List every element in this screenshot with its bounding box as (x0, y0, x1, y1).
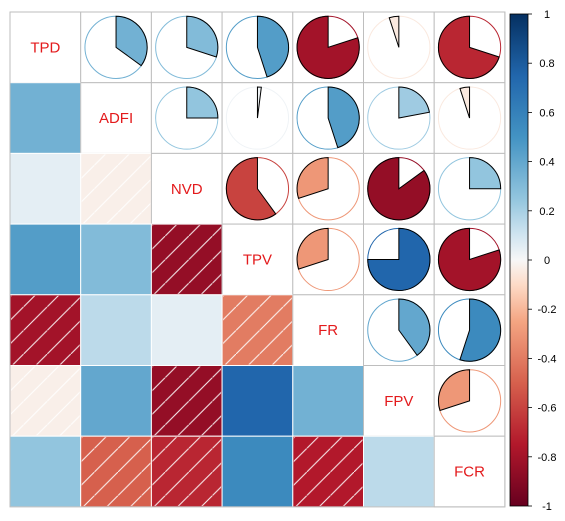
cell-adfi-tpd-shade (9, 82, 82, 154)
cell-fcr-adfi-hatch (81, 437, 151, 506)
cell-tpv-fpv-pie (367, 227, 431, 292)
cell-adfi-nvd-pie (186, 86, 219, 119)
colorbar-tick-label: -0.4 (538, 353, 557, 365)
variable-label: NVD (171, 181, 203, 198)
cell-fcr-fr-hatch (293, 437, 363, 506)
cell-tpv-fr-pie (296, 227, 329, 270)
cell-nvd-adfi-hatch (81, 154, 151, 224)
colorbar (509, 13, 529, 507)
cell-tpv-tpd-shade (9, 223, 82, 296)
cell-fr-fpv-pie (398, 298, 431, 357)
cell-tpv-fcr-pie (437, 227, 502, 292)
cell-fpv-nvd-hatch (152, 366, 222, 436)
cell-nvd-tpv-pie (225, 157, 277, 221)
cell-adfi-fpv-pie (398, 86, 430, 119)
cell-fr-fr-bg (292, 294, 364, 366)
cell-tpd-fpv-pie (388, 15, 400, 48)
cell-fpv-fcr-pie (437, 369, 471, 412)
colorbar-tick-label: -0.6 (538, 403, 557, 415)
colorbar-tick-label: 0.2 (539, 206, 554, 218)
cell-fr-tpv-hatch (223, 295, 292, 365)
cell-adfi-tpv-pie (256, 86, 262, 119)
cell-nvd-fcr-pie (469, 157, 502, 190)
cell-tpv-tpv-bg (221, 223, 294, 296)
cell-fcr-tpv-shade (221, 435, 294, 508)
cell-adfi-fcr-pie (459, 86, 471, 119)
colorbar-tick-label: 0 (544, 255, 550, 267)
variable-label: FCR (454, 464, 485, 481)
cell-fcr-fpv-shade (363, 435, 435, 508)
colorbar-tick-label: -0.8 (538, 452, 557, 464)
cell-fcr-tpd-shade (9, 435, 82, 508)
cell-fr-fcr-pie (459, 298, 502, 362)
variable-label: ADFI (99, 110, 133, 127)
colorbar-tick-label: 0.8 (539, 58, 554, 70)
cell-fpv-tpv-shade (221, 365, 294, 437)
variable-label: FPV (384, 393, 413, 410)
cell-fpv-fr-shade (292, 365, 364, 437)
cell-tpd-tpv-pie (256, 15, 289, 78)
cell-tpd-tpd-bg (9, 11, 82, 84)
variable-label: TPV (243, 251, 272, 268)
variable-label: TPD (30, 39, 60, 56)
matrix-frame (9, 11, 506, 508)
cell-adfi-fr-pie (327, 86, 360, 149)
cell-fcr-nvd-hatch (152, 437, 222, 506)
cell-tpd-fr-pie (296, 15, 360, 79)
cell-tpv-adfi-shade (80, 223, 152, 296)
cell-tpd-nvd-pie (186, 15, 219, 58)
cell-fpv-fpv-bg (363, 365, 435, 437)
cell-nvd-fr-pie (296, 157, 329, 199)
cell-fr-nvd-shade (150, 294, 223, 366)
cell-fr-tpd-hatch (11, 295, 80, 365)
cell-tpd-fcr-pie (437, 15, 500, 79)
colorbar-tick-label: -0.2 (538, 304, 557, 316)
matrix-cells: TPD ADFI NVD TPV FR FPV FCR (9, 11, 506, 508)
cell-fr-adfi-shade (80, 294, 152, 366)
colorbar-tick-label: -1 (542, 501, 552, 513)
colorbar-tick-label: 1 (544, 9, 550, 21)
cell-tpd-adfi-pie (115, 15, 148, 67)
variable-label: FR (318, 322, 338, 339)
cell-nvd-tpd-shade (9, 152, 82, 225)
colorbar-tick-label: 0.4 (539, 157, 554, 169)
cell-adfi-adfi-bg (80, 82, 152, 154)
cell-tpv-nvd-hatch (152, 225, 222, 294)
cell-fpv-tpd-hatch (11, 366, 80, 436)
colorbar-tick-label: 0.6 (539, 107, 554, 119)
cell-fpv-adfi-shade (80, 365, 152, 437)
cell-nvd-fpv-pie (367, 157, 431, 221)
